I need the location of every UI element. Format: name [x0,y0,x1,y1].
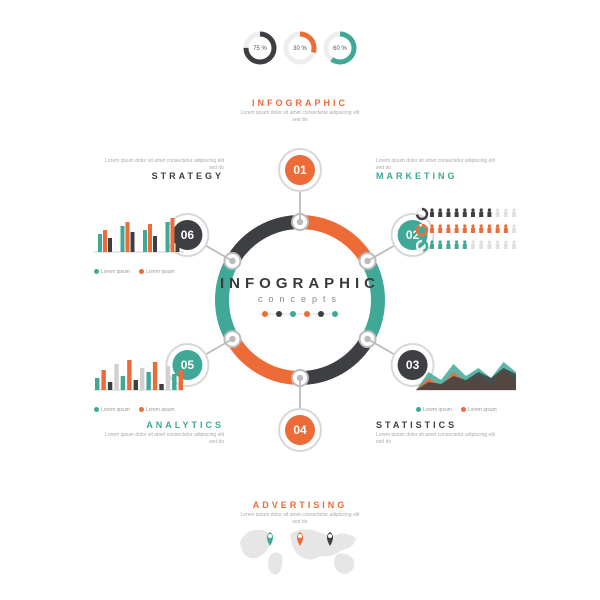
node-label-04: ADVERTISINGLorem ipsum dolor sit amet co… [240,500,360,525]
node-label-01: INFOGRAPHICLorem ipsum dolor sit amet co… [240,98,360,123]
node-label-05: ANALYTICSLorem ipsum dolor sit amet cons… [104,420,224,445]
chart-strategy-bars: Lorem ipsum Lorem ipsum [94,204,184,281]
center-title: INFOGRAPHIC concepts [220,275,380,325]
svg-text:30 %: 30 % [293,46,307,52]
chart-marketing-people [416,204,526,261]
svg-text:75 %: 75 % [253,46,267,52]
node-label-03: STATISTICSLorem ipsum dolor sit amet con… [376,420,496,445]
chart-statistics-area: Lorem ipsum Lorem ipsum [416,342,516,419]
svg-text:01: 01 [293,163,307,177]
svg-text:04: 04 [293,423,307,437]
svg-text:60 %: 60 % [333,46,347,52]
world-map [230,520,370,585]
chart-analytics-bars: Lorem ipsum Lorem ipsum [94,342,184,419]
node-label-02: Lorem ipsum dolor sit amet consectetur a… [376,156,496,181]
node-label-06: Lorem ipsum dolor sit amet consectetur a… [104,156,224,181]
donut-charts: 75 % 30 % 60 % [240,30,360,77]
